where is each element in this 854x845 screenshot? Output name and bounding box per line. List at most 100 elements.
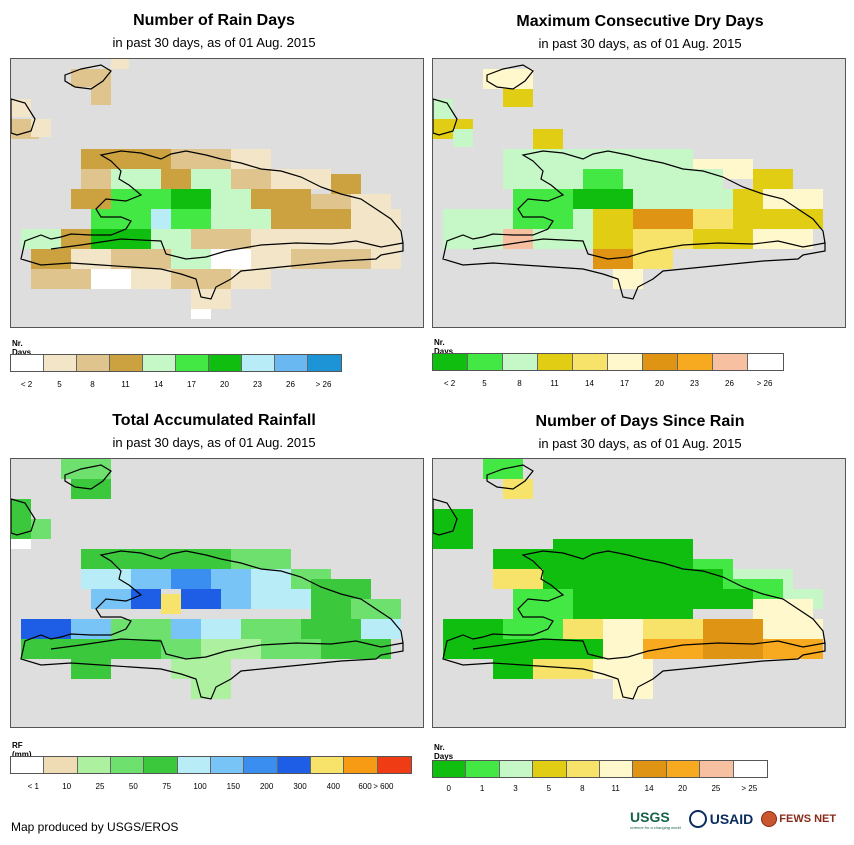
raster-cell (191, 169, 231, 189)
raster-cell (603, 569, 683, 589)
raster-cell (633, 589, 693, 619)
raster-cell (171, 189, 211, 209)
map-rain-days (10, 58, 424, 328)
raster-cell (91, 209, 151, 229)
raster-cell (633, 229, 693, 249)
panel-subtitle: in past 30 days, as of 01 Aug. 2015 (538, 36, 742, 51)
raster-cell (111, 169, 161, 189)
legend-tick-label: 26 (286, 380, 295, 389)
raster-cell (191, 309, 211, 319)
raster-cell (11, 539, 31, 549)
legend-swatch (44, 757, 78, 773)
raster-cell (331, 174, 361, 194)
raster-cell (31, 269, 91, 289)
legend-tick-label: 14 (644, 784, 654, 793)
raster-cell (503, 89, 533, 107)
panel-title: Number of Rain Days (133, 12, 295, 29)
raster-cell (201, 619, 241, 639)
raster-cell (231, 169, 271, 189)
raster-cell (533, 129, 563, 149)
raster-cell (291, 249, 371, 269)
legend-swatch (503, 354, 538, 370)
legend-swatch (177, 757, 211, 773)
raster-cell (71, 189, 111, 209)
raster-cell (61, 459, 111, 479)
raster-cell (251, 249, 291, 269)
legend-swatch (11, 355, 44, 371)
raster-cell (793, 209, 823, 229)
island-outline (11, 98, 36, 136)
raster-cell (171, 619, 201, 639)
legend-swatch (11, 757, 45, 773)
legend-bar (10, 756, 412, 774)
raster-cell (503, 169, 543, 189)
raster-cell (703, 639, 763, 659)
map-layer (433, 459, 826, 700)
legend-swatch (377, 757, 411, 773)
raster-cell (231, 269, 271, 289)
raster-cell (71, 249, 111, 269)
legend-tick-label: 25 (95, 782, 105, 791)
raster-cell (503, 229, 533, 249)
legend-bar (10, 354, 342, 372)
raster-cell (683, 169, 723, 189)
raster-cell (533, 659, 593, 679)
legend-swatch (433, 354, 468, 370)
legend-tick-label: 8 (517, 379, 522, 388)
raster-cell (11, 499, 31, 539)
island-outline (11, 498, 36, 536)
raster-cell (211, 569, 251, 589)
raster-cell (81, 149, 121, 169)
legend-swatch (748, 354, 783, 370)
raster-cell (693, 209, 733, 229)
legend-tick-label: 8 (580, 784, 585, 793)
legend-tick-label: 23 (690, 379, 699, 388)
raster-cell (371, 249, 401, 269)
legend-tick-label: 20 (678, 784, 687, 793)
raster-cell (583, 169, 623, 189)
legend-tick-label: 300 (293, 782, 307, 791)
legend-swatch (566, 761, 600, 777)
raster-cell (111, 619, 171, 639)
panel-title: Number of Days Since Rain (535, 413, 745, 430)
map-layer (11, 459, 404, 700)
legend-tick-label: 10 (62, 782, 72, 791)
coastline (442, 150, 826, 300)
raster-cell (31, 519, 51, 539)
usaid-seal-icon (688, 810, 707, 828)
map-layer (11, 59, 404, 319)
raster-cell (91, 269, 131, 289)
raster-cell (171, 269, 231, 289)
legend-swatch (77, 757, 111, 773)
raster-cell (703, 619, 763, 639)
raster-cell (251, 589, 311, 609)
legend-tick-label: 20 (220, 380, 229, 389)
legend-swatch (143, 355, 176, 371)
legend-title: RF (mm) (12, 741, 32, 759)
legend-tick-label: < 1 (27, 782, 39, 791)
raster-cell (493, 659, 533, 679)
legend-swatch (666, 761, 701, 777)
legend-swatch (277, 757, 311, 773)
raster-cell (543, 169, 583, 189)
raster-cell (151, 229, 191, 249)
raster-cell (613, 269, 643, 289)
raster-cell (71, 659, 111, 679)
legend-swatch (633, 761, 667, 777)
legend-swatch (210, 757, 245, 773)
island-outline (64, 464, 112, 490)
raster-cell (503, 639, 563, 659)
raster-cell (633, 249, 673, 269)
raster-cell (131, 549, 171, 569)
raster-cell (503, 619, 563, 639)
raster-cell (191, 229, 251, 249)
raster-cell (351, 209, 401, 229)
raster-cell (221, 589, 251, 609)
raster-cell (311, 599, 351, 619)
legend-tick-label: 26 (725, 379, 734, 388)
raster-cell (361, 619, 401, 639)
legend-title: Nr. Days (434, 338, 454, 356)
legend-swatch (713, 354, 748, 370)
raster-cell (171, 149, 231, 169)
map-layer (433, 64, 826, 300)
